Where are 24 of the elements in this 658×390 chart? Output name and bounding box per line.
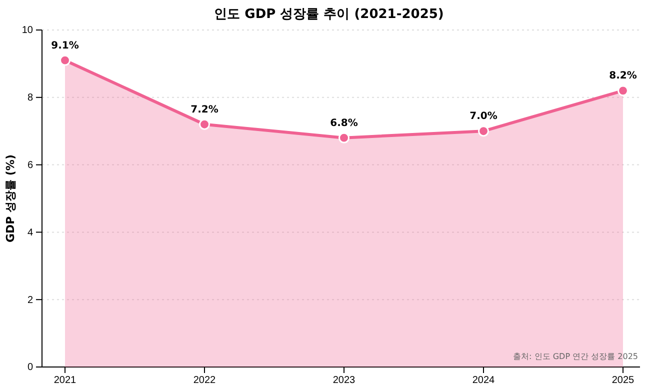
y-tick-label: 8 [27, 92, 34, 104]
chart-title: 인도 GDP 성장률 추이 (2021-2025) [214, 7, 444, 22]
y-tick-label: 4 [27, 227, 34, 238]
x-tick-label: 2023 [332, 375, 356, 386]
x-tick-label: 2021 [54, 375, 77, 386]
y-tick-label: 0 [27, 362, 34, 374]
data-label: 6.8% [330, 118, 358, 129]
x-tick-label: 2022 [193, 375, 216, 386]
x-tick-label: 2024 [472, 375, 496, 386]
data-label: 8.2% [609, 70, 637, 82]
point [199, 118, 210, 130]
data-label: 7.0% [470, 111, 498, 122]
data-label: 9.1% [51, 40, 79, 52]
y-tick-label: 10 [22, 25, 34, 36]
point [618, 85, 628, 96]
x-tick-label: 2025 [612, 375, 635, 386]
point [60, 54, 70, 66]
y-tick-label: 6 [27, 160, 34, 171]
data-label: 7.2% [190, 104, 218, 116]
point [338, 132, 350, 144]
y-tick-label: 2 [27, 294, 34, 306]
point [478, 126, 489, 137]
y-axis-title: GDP 성장률 (%) [4, 154, 17, 242]
annotation: 출처: 인도 GDP 연간 성장률 2025 [513, 352, 638, 361]
